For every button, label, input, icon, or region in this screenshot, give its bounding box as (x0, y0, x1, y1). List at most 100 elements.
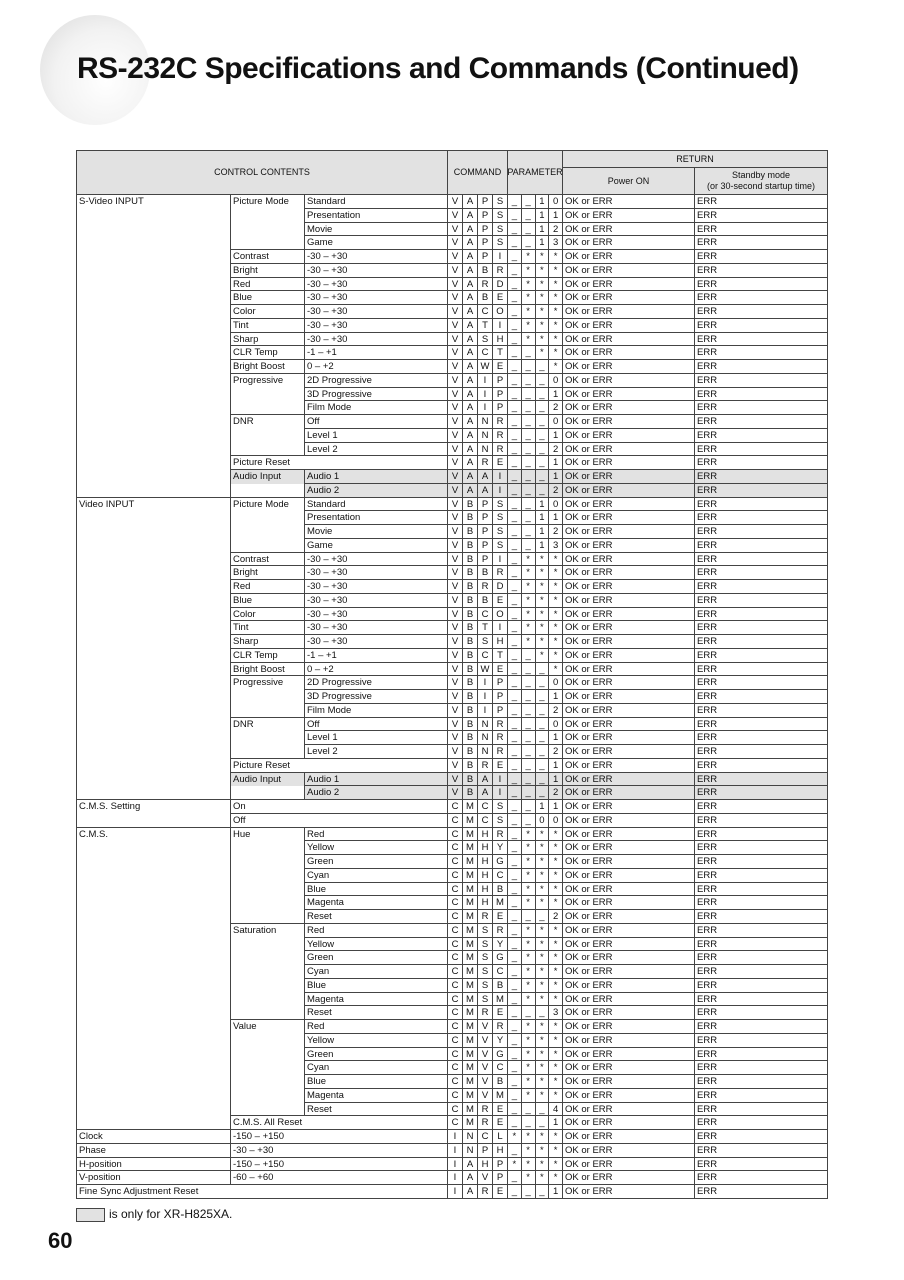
command-char: I (492, 469, 507, 484)
command-char: V (447, 716, 462, 732)
command-char: H (492, 1142, 507, 1158)
parameter-char: _ (507, 661, 521, 677)
return-power-on: OK or ERR (562, 936, 694, 952)
header-cell: COMMAND (447, 150, 507, 194)
command-char: M (462, 812, 477, 828)
return-power-on: OK or ERR (562, 1170, 694, 1186)
group-continuation (230, 881, 304, 897)
parameter-char: _ (534, 1101, 549, 1117)
group-continuation (76, 675, 230, 691)
command-char: B (462, 510, 477, 526)
command-char: S (492, 207, 507, 223)
parameter-char: _ (507, 881, 521, 897)
parameter-char: _ (520, 757, 535, 773)
command-char: B (462, 689, 477, 704)
parameter-char: * (534, 1142, 549, 1158)
return-power-on: OK or ERR (562, 551, 694, 567)
parameter-char: * (534, 1156, 549, 1172)
command-char: V (447, 235, 462, 250)
parameter-char: 1 (548, 510, 562, 526)
parameter-char: * (548, 249, 562, 264)
group-continuation (76, 1019, 230, 1034)
return-standby: ERR (694, 1170, 828, 1186)
command-char: B (462, 785, 477, 801)
return-power-on: OK or ERR (562, 565, 694, 581)
command-char: B (462, 606, 477, 622)
return-standby: ERR (694, 661, 828, 677)
group-continuation (76, 427, 230, 443)
parameter-char: _ (507, 689, 521, 704)
return-power-on: OK or ERR (562, 1019, 694, 1034)
group-continuation (76, 249, 230, 264)
parameter-char: * (548, 977, 562, 993)
parameter-char: * (520, 867, 535, 883)
parameter-char: _ (507, 730, 521, 746)
parameter-char: 2 (548, 221, 562, 237)
parameter-char: * (520, 304, 535, 319)
command-char: Y (492, 1032, 507, 1048)
command-char: R (492, 427, 507, 443)
command-char: O (492, 304, 507, 319)
parameter-char: * (534, 565, 549, 581)
group-continuation (76, 922, 230, 938)
command-char: N (477, 427, 492, 443)
command-char: N (462, 1129, 477, 1144)
parameter-char: _ (520, 661, 535, 677)
parameter-char: _ (507, 1170, 521, 1186)
page-title: RS-232C Specifications and Commands (Con… (77, 52, 799, 85)
parameter-char: * (548, 276, 562, 292)
parameter-char: _ (507, 235, 521, 250)
group-continuation (76, 235, 230, 250)
group-continuation (230, 524, 304, 539)
group-continuation (230, 909, 304, 924)
header-text: (or 30-second startup time) (706, 181, 816, 191)
return-power-on: OK or ERR (562, 647, 694, 663)
command-char: B (462, 675, 477, 691)
command-char: L (492, 1129, 507, 1144)
parameter-char: _ (507, 317, 521, 333)
return-power-on: OK or ERR (562, 634, 694, 649)
command-char: A (462, 386, 477, 402)
control-cell: Green (304, 1046, 447, 1062)
parameter-char: * (548, 647, 562, 663)
command-char: P (477, 551, 492, 567)
command-char: B (477, 290, 492, 306)
control-cell: DNR (230, 414, 304, 429)
command-char: I (477, 675, 492, 691)
return-power-on: OK or ERR (562, 1115, 694, 1131)
control-cell: On (230, 799, 447, 814)
group-continuation (76, 441, 230, 457)
command-char: C (447, 867, 462, 883)
command-char: Y (492, 840, 507, 856)
command-char: H (477, 840, 492, 856)
parameter-char: * (520, 881, 535, 897)
return-power-on: OK or ERR (562, 579, 694, 594)
command-char: S (492, 799, 507, 814)
return-power-on: OK or ERR (562, 249, 694, 264)
control-cell: Progressive (230, 675, 304, 691)
command-char: P (492, 702, 507, 718)
parameter-char: _ (507, 579, 521, 594)
group-continuation (230, 689, 304, 704)
return-power-on: OK or ERR (562, 785, 694, 801)
control-cell: Blue (304, 881, 447, 897)
return-standby: ERR (694, 276, 828, 292)
parameter-char: * (520, 1032, 535, 1048)
parameter-char: * (548, 922, 562, 938)
command-char: R (492, 565, 507, 581)
return-standby: ERR (694, 1184, 828, 1199)
parameter-char: 3 (548, 1005, 562, 1021)
group-continuation (76, 1046, 230, 1062)
command-char: V (447, 661, 462, 677)
command-char: E (492, 757, 507, 773)
return-standby: ERR (694, 469, 828, 484)
parameter-char: _ (507, 1101, 521, 1117)
parameter-char: * (520, 964, 535, 979)
parameter-char: * (548, 331, 562, 347)
parameter-char: _ (534, 469, 549, 484)
command-char: R (477, 1184, 492, 1199)
return-standby: ERR (694, 936, 828, 952)
command-char: S (477, 634, 492, 649)
parameter-char: * (534, 840, 549, 856)
